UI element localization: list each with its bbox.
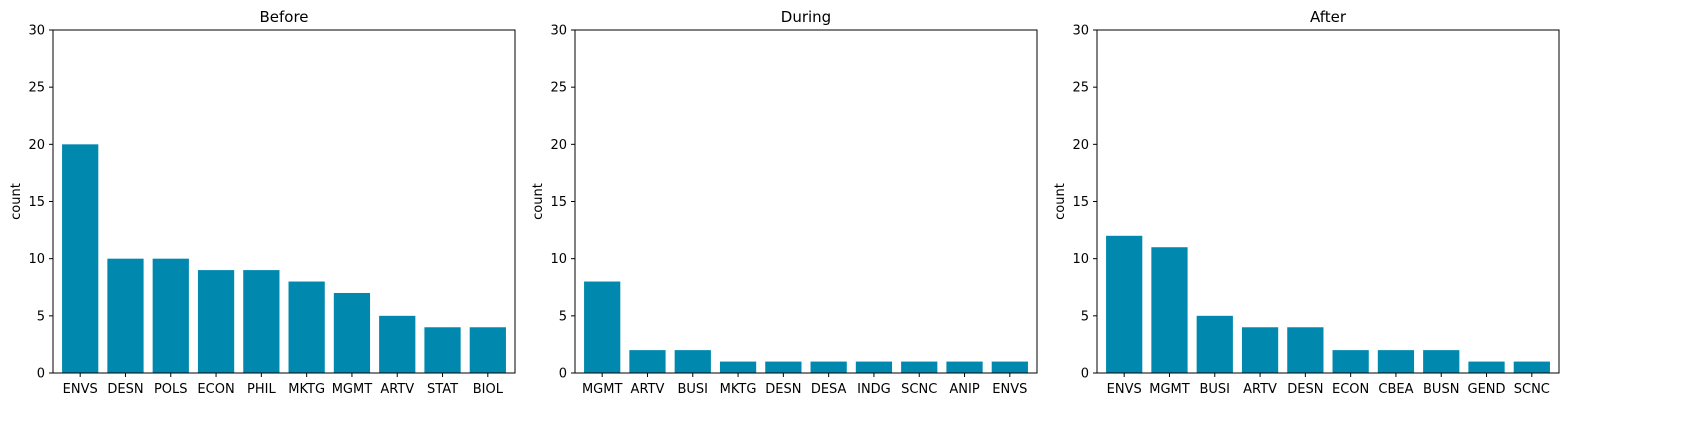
x-tick-label: MGMT: [582, 382, 623, 397]
x-tick-label: SCNC: [901, 382, 937, 397]
y-tick-label: 10: [28, 252, 45, 267]
x-tick-label: ENVS: [63, 382, 98, 397]
bar-mktg: [288, 281, 325, 373]
x-tick-label: SCNC: [1514, 382, 1550, 397]
x-tick-label: GEND: [1468, 382, 1506, 397]
chart-panel-0: 0 5 10 15 20 25 30 ENVS DESN POLS ECON PHIL MKTG MGMT…: [9, 8, 516, 397]
x-tick-label: DESA: [811, 382, 847, 397]
chart-title: Before: [259, 8, 308, 26]
x-tick-label: MKTG: [720, 382, 757, 397]
x-tick-label: ARTV: [1243, 382, 1277, 397]
x-tick-label: BUSI: [677, 382, 708, 397]
bar-artv: [379, 315, 416, 373]
chart-panel-1: 0 5 10 15 20 25 30 MGMT ARTV BUSI MKTG DESN DESA INDG…: [531, 8, 1038, 397]
bar-econ: [197, 270, 235, 373]
x-tick-label: STAT: [427, 382, 458, 397]
bar-mktg: [719, 361, 757, 373]
x-tick-label: BUSN: [1423, 382, 1459, 397]
y-tick-label: 15: [550, 195, 567, 210]
x-tick-label: ECON: [1332, 382, 1369, 397]
x-tick-label: ARTV: [631, 382, 665, 397]
chart-panel-2: 0 5 10 15 20 25 30 ENVS MGMT BUSI ARTV DESN ECON CBEA…: [1053, 8, 1560, 397]
x-tick-label: MGMT: [332, 382, 373, 397]
bar-mgmt: [584, 281, 621, 373]
bar-envs: [991, 361, 1028, 373]
bar-envs: [1106, 235, 1143, 373]
bar-busi: [1196, 315, 1233, 373]
bar-indg: [855, 361, 893, 373]
chart-title: After: [1310, 8, 1347, 26]
y-tick-label: 5: [37, 309, 45, 324]
bar-desn: [765, 361, 802, 373]
x-tick-label: MKTG: [288, 382, 325, 397]
x-tick-label: DESN: [765, 382, 801, 397]
x-tick-label: MGMT: [1149, 382, 1190, 397]
x-tick-label: BIOL: [473, 382, 504, 397]
bar-mgmt: [333, 292, 371, 373]
x-tick-label: INDG: [857, 382, 891, 397]
y-tick-label: 25: [1072, 81, 1089, 96]
x-tick-label: POLS: [154, 382, 188, 397]
bar-gend: [1468, 361, 1505, 373]
bar-artv: [1241, 327, 1279, 373]
bar-busn: [1423, 350, 1460, 373]
y-axis-label: count: [1053, 183, 1068, 220]
y-tick-label: 0: [1081, 367, 1089, 382]
x-tick-label: CBEA: [1378, 382, 1413, 397]
y-tick-label: 15: [1072, 195, 1089, 210]
bar-desn: [107, 258, 144, 373]
y-tick-label: 15: [28, 195, 45, 210]
y-tick-label: 25: [550, 81, 567, 96]
y-tick-label: 0: [37, 367, 45, 382]
y-tick-label: 0: [559, 367, 567, 382]
y-tick-label: 30: [550, 24, 567, 39]
x-tick-label: DESN: [1287, 382, 1323, 397]
bar-envs: [62, 144, 99, 373]
bar-pols: [152, 258, 189, 373]
bar-biol: [469, 327, 506, 373]
y-tick-label: 5: [559, 309, 567, 324]
x-tick-label: DESN: [107, 382, 143, 397]
x-tick-label: ECON: [197, 382, 234, 397]
bar-cbea: [1377, 350, 1415, 373]
y-tick-label: 20: [1072, 138, 1089, 153]
bar-busi: [674, 350, 711, 373]
bar-phil: [243, 270, 280, 373]
bar-artv: [629, 350, 666, 373]
y-tick-label: 30: [1072, 24, 1089, 39]
bar-scnc: [1513, 361, 1550, 373]
y-tick-label: 20: [550, 138, 567, 153]
y-tick-label: 30: [28, 24, 45, 39]
x-tick-label: ENVS: [1107, 382, 1142, 397]
bar-anip: [946, 361, 983, 373]
bar-stat: [424, 327, 461, 373]
x-tick-label: BUSI: [1199, 382, 1230, 397]
y-tick-label: 10: [550, 252, 567, 267]
x-tick-label: PHIL: [247, 382, 276, 397]
bar-econ: [1332, 350, 1369, 373]
y-tick-label: 5: [1081, 309, 1089, 324]
bar-scnc: [901, 361, 938, 373]
x-tick-label: ARTV: [380, 382, 414, 397]
y-tick-label: 25: [28, 81, 45, 96]
bar-desn: [1287, 327, 1324, 373]
x-tick-label: ANIP: [949, 382, 979, 397]
y-axis-label: count: [9, 183, 24, 220]
x-tick-label: ENVS: [992, 382, 1027, 397]
y-axis-label: count: [531, 183, 546, 220]
chart-title: During: [781, 8, 831, 26]
bar-desa: [810, 361, 847, 373]
bar-mgmt: [1151, 247, 1188, 373]
y-tick-label: 20: [28, 138, 45, 153]
y-tick-label: 10: [1072, 252, 1089, 267]
